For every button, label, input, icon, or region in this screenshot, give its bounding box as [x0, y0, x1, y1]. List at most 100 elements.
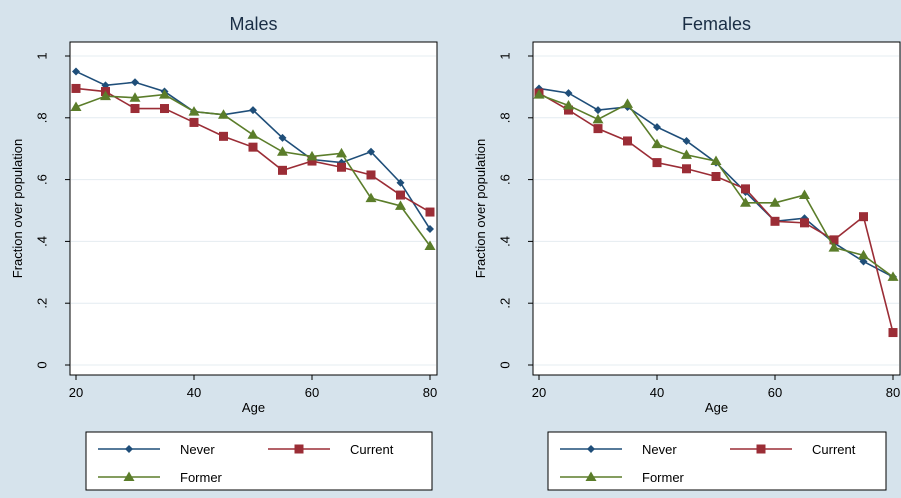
data-point-current	[564, 105, 573, 115]
legend-marker	[123, 471, 135, 481]
legend-item-current: Current	[730, 442, 856, 457]
legend-marker	[125, 445, 133, 453]
x-tick-label: 60	[768, 385, 782, 400]
legend-label: Former	[180, 470, 223, 485]
data-point-current	[623, 136, 632, 146]
data-point-former	[336, 147, 347, 158]
legend-item-never: Never	[98, 442, 215, 457]
legend-item-former: Former	[98, 470, 223, 485]
y-tick-label: .8	[35, 112, 50, 123]
data-point-former	[681, 149, 692, 159]
y-tick-label: .6	[35, 174, 50, 185]
data-point-current	[829, 235, 839, 245]
data-point-current	[307, 156, 317, 166]
data-point-current	[711, 172, 721, 182]
y-axis-label: Fraction over population	[10, 139, 25, 278]
data-point-never	[131, 78, 139, 87]
data-point-current	[130, 104, 140, 114]
data-point-current	[248, 142, 258, 152]
data-point-former	[592, 113, 604, 124]
data-point-former	[887, 271, 899, 281]
data-point-never	[564, 89, 573, 98]
data-point-former	[188, 106, 200, 116]
legend-marker	[294, 444, 304, 454]
data-point-former	[651, 138, 663, 149]
legend: Never Current Former	[85, 431, 433, 491]
legend-marker	[585, 471, 597, 481]
data-point-former	[218, 109, 229, 119]
y-tick-label: 1	[35, 52, 50, 59]
y-tick-label: .4	[35, 236, 50, 247]
legend-label: Current	[812, 442, 856, 457]
data-point-current	[682, 164, 691, 174]
x-tick-label: 60	[305, 385, 319, 400]
data-point-former	[277, 146, 288, 156]
legend-label: Current	[350, 442, 394, 457]
data-point-current	[652, 158, 662, 168]
data-point-former	[247, 129, 259, 139]
data-point-former	[100, 90, 111, 101]
data-point-current	[366, 170, 376, 180]
legend-marker	[756, 444, 766, 454]
x-tick-label: 80	[886, 385, 900, 400]
data-point-former	[828, 242, 840, 252]
data-point-former	[563, 99, 574, 110]
series-former	[70, 89, 436, 251]
data-point-current	[593, 124, 603, 134]
data-point-current	[770, 216, 780, 226]
data-point-current	[396, 190, 405, 200]
y-tick-label: .8	[498, 112, 513, 123]
plot-area	[69, 41, 438, 376]
x-axis-label: Age	[705, 400, 728, 415]
data-point-never	[594, 106, 602, 115]
legend-item-former: Former	[560, 470, 685, 485]
series-former	[533, 89, 899, 281]
data-point-never	[72, 67, 80, 76]
x-tick-label: 40	[187, 385, 201, 400]
data-point-current	[278, 165, 287, 175]
x-axis-label: Age	[242, 400, 265, 415]
data-point-current	[741, 184, 750, 194]
data-point-former	[710, 155, 722, 166]
chart-panel-females: 0 .2 .4 .6 .8 1 20 40 60 80 Females Age Fraction ove…	[473, 14, 901, 491]
data-point-never	[278, 133, 287, 142]
data-point-former	[129, 92, 141, 102]
data-point-current	[219, 131, 228, 141]
data-point-former	[533, 89, 545, 99]
data-point-never	[396, 178, 405, 187]
legend-label: Never	[642, 442, 677, 457]
x-tick-label: 40	[650, 385, 664, 400]
data-point-former	[740, 197, 751, 207]
data-point-current	[859, 212, 868, 222]
data-point-never	[859, 257, 868, 266]
x-tick-label: 80	[423, 385, 437, 400]
data-point-current	[160, 104, 169, 114]
x-tick-label: 20	[532, 385, 546, 400]
data-point-former	[799, 189, 810, 200]
legend-label: Former	[642, 470, 685, 485]
legend-box	[547, 431, 887, 491]
data-point-former	[769, 197, 781, 207]
y-tick-label: 0	[498, 361, 513, 368]
chart-panel-males: 0 .2 .4 .6 .8 1 20 40 60 80 Males Age Fraction over …	[10, 14, 438, 491]
data-point-never	[249, 106, 257, 115]
plot-area	[532, 41, 901, 376]
data-point-former	[858, 249, 869, 260]
data-point-former	[424, 240, 436, 251]
y-tick-label: 0	[35, 361, 50, 368]
data-point-never	[426, 225, 434, 234]
legend-label: Never	[180, 442, 215, 457]
legend-item-never: Never	[560, 442, 677, 457]
data-point-former	[306, 150, 318, 161]
y-tick-label: .2	[498, 298, 513, 309]
y-tick-label: .2	[35, 298, 50, 309]
data-point-never	[682, 136, 691, 145]
chart-title: Males	[229, 14, 277, 34]
data-point-former	[70, 101, 82, 111]
y-axis-label: Fraction over population	[473, 139, 488, 278]
y-tick-label: .6	[498, 174, 513, 185]
chart-title: Females	[682, 14, 751, 34]
x-tick-label: 20	[69, 385, 83, 400]
